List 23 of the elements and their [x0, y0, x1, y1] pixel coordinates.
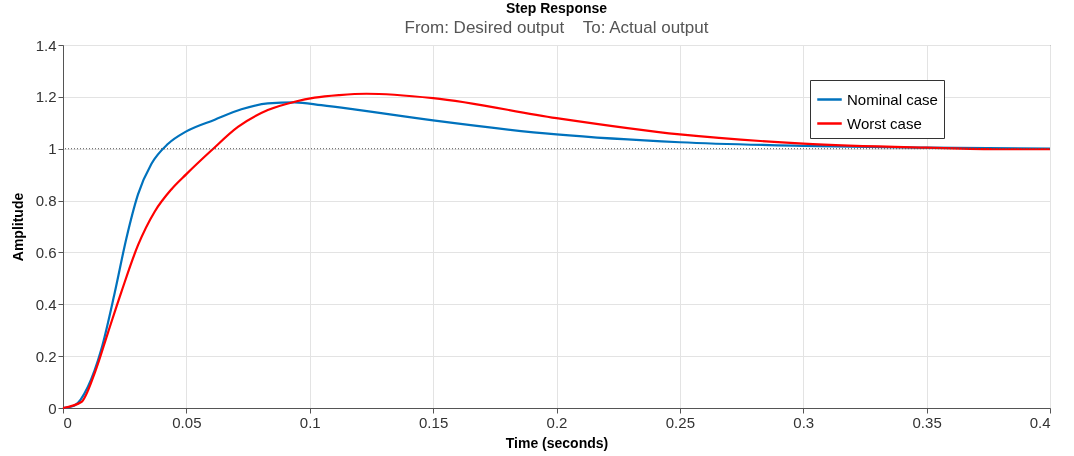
x-tick-label: 0.4 [1029, 413, 1051, 431]
y-tick-label: 0 [48, 399, 57, 417]
y-tick-label: 1 [48, 140, 57, 158]
y-tick-label: 1.2 [35, 88, 57, 106]
x-tick-label: 0.3 [793, 413, 815, 431]
y-tick-label: 0.4 [35, 295, 57, 313]
legend-label: Nominal case [847, 90, 938, 108]
y-tick-label: 0.2 [35, 347, 57, 365]
chart-title: Step Response [505, 0, 608, 16]
y-tick-label: 0.6 [35, 243, 57, 261]
x-tick-label: 0 [63, 413, 72, 431]
x-tick-label: 0.25 [665, 413, 695, 431]
chart-subtitle: From: Desired output To: Actual output [404, 18, 709, 37]
legend-label: Worst case [847, 114, 922, 132]
y-tick-label: 0.8 [35, 192, 57, 210]
x-tick-label: 0.1 [299, 413, 321, 431]
x-axis-title: Time (seconds) [505, 434, 609, 451]
x-tick-label: 0.05 [172, 413, 202, 431]
x-tick-label: 0.15 [419, 413, 449, 431]
x-tick-label: 0.35 [912, 413, 942, 431]
y-axis-title: Amplitude [9, 192, 26, 262]
x-tick-label: 0.2 [546, 413, 568, 431]
y-tick-label: 1.4 [35, 36, 57, 54]
